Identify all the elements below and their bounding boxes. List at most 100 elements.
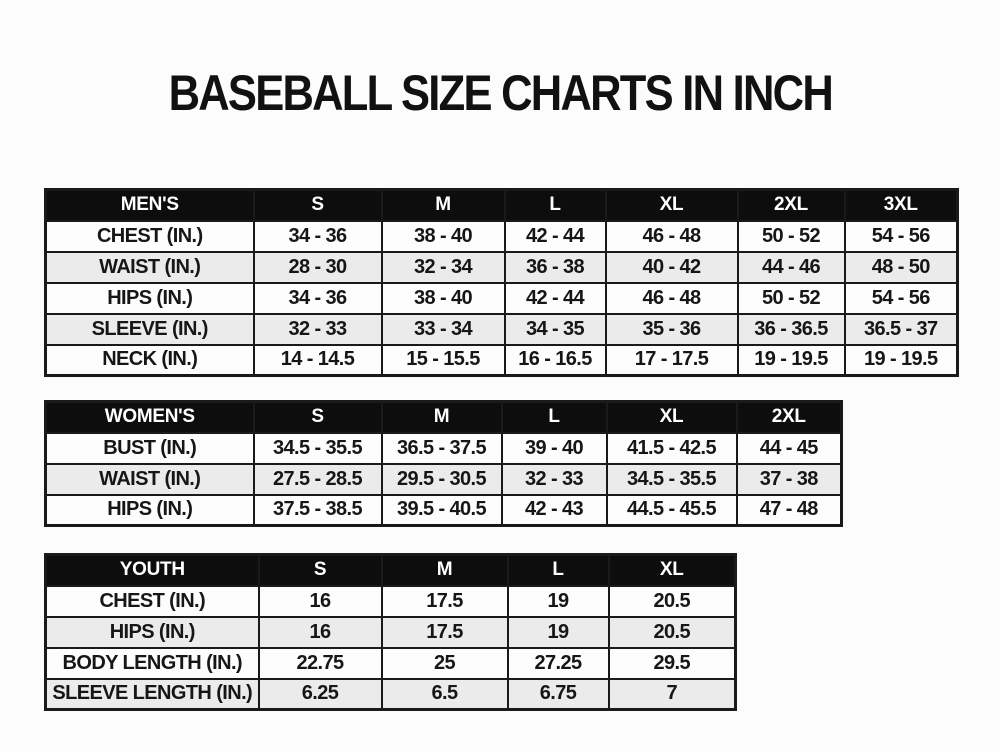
size-value-cell: 36 - 36.5 [736,312,846,346]
size-value-cell: 33 - 34 [380,312,506,346]
measurement-label-cell: CHEST (IN.) [44,584,260,618]
size-value-cell: 27.5 - 28.5 [252,462,383,496]
size-value-cell: 6.75 [506,677,610,711]
size-value-cell: 42 - 44 [503,219,607,253]
size-value-cell: 36.5 - 37.5 [380,431,503,465]
page-title-text: BASEBALL SIZE CHARTS IN INCH [168,65,833,121]
size-value-cell: 42 - 44 [503,281,607,315]
size-value-cell: 50 - 52 [736,281,846,315]
size-value-cell: 6.25 [257,677,383,711]
mens-size-header-l: L [503,188,607,222]
mens-measurement-row: WAIST (IN.) 28 - 30 32 - 34 36 - 38 40 - 42 4… [44,250,959,284]
mens-size-header-s: S [252,188,383,222]
mens-size-header-2xl: 2XL [736,188,846,222]
size-value-cell: 39.5 - 40.5 [380,493,503,527]
size-value-cell: 28 - 30 [252,250,383,284]
womens-measurement-row: HIPS (IN.) 37.5 - 38.5 39.5 - 40.5 42 - 43 4… [44,493,843,527]
size-value-cell: 34 - 35 [503,312,607,346]
size-value-cell: 46 - 48 [604,219,739,253]
size-value-cell: 20.5 [607,584,737,618]
size-value-cell: 54 - 56 [843,219,959,253]
size-value-cell: 14 - 14.5 [252,343,383,377]
mens-measurement-row: NECK (IN.) 14 - 14.5 15 - 15.5 16 - 16.5 17 … [44,343,959,377]
size-value-cell: 19 [506,584,610,618]
page-title: BASEBALL SIZE CHARTS IN INCH [0,62,1000,125]
mens-size-header-3xl: 3XL [843,188,959,222]
measurement-label-cell: HIPS (IN.) [44,493,255,527]
size-value-cell: 41.5 - 42.5 [605,431,738,465]
size-value-cell: 22.75 [257,646,383,680]
size-value-cell: 44 - 45 [735,431,843,465]
youth-size-header-l: L [506,553,610,587]
youth-size-header-m: M [380,553,509,587]
womens-size-header-xl: XL [605,400,738,434]
youth-header-row: YOUTH S M L XL [44,553,737,587]
womens-size-header-2xl: 2XL [735,400,843,434]
mens-size-header-m: M [380,188,506,222]
youth-measurement-row: SLEEVE LENGTH (IN.) 6.25 6.5 6.75 7 [44,677,737,711]
mens-header-row: MEN'S S M L XL 2XL 3XL [44,188,959,222]
size-value-cell: 15 - 15.5 [380,343,506,377]
size-value-cell: 47 - 48 [735,493,843,527]
size-value-cell: 27.25 [506,646,610,680]
youth-measurement-row: BODY LENGTH (IN.) 22.75 25 27.25 29.5 [44,646,737,680]
size-value-cell: 38 - 40 [380,219,506,253]
size-value-cell: 19 - 19.5 [736,343,846,377]
size-value-cell: 29.5 [607,646,737,680]
mens-measurement-row: CHEST (IN.) 34 - 36 38 - 40 42 - 44 46 - 48 5… [44,219,959,253]
womens-size-header-l: L [500,400,608,434]
measurement-label-cell: SLEEVE (IN.) [44,312,255,346]
size-value-cell: 37.5 - 38.5 [252,493,383,527]
size-value-cell: 34 - 36 [252,281,383,315]
size-value-cell: 42 - 43 [500,493,608,527]
size-value-cell: 50 - 52 [736,219,846,253]
size-value-cell: 46 - 48 [604,281,739,315]
youth-size-header-s: S [257,553,383,587]
size-value-cell: 17 - 17.5 [604,343,739,377]
measurement-label-cell: CHEST (IN.) [44,219,255,253]
youth-measurement-row: HIPS (IN.) 16 17.5 19 20.5 [44,615,737,649]
size-value-cell: 35 - 36 [604,312,739,346]
size-value-cell: 36.5 - 37 [843,312,959,346]
measurement-label-cell: HIPS (IN.) [44,281,255,315]
size-value-cell: 32 - 34 [380,250,506,284]
size-value-cell: 36 - 38 [503,250,607,284]
mens-size-header-xl: XL [604,188,739,222]
size-value-cell: 19 [506,615,610,649]
size-value-cell: 38 - 40 [380,281,506,315]
youth-measurement-row: CHEST (IN.) 16 17.5 19 20.5 [44,584,737,618]
womens-measurement-row: BUST (IN.) 34.5 - 35.5 36.5 - 37.5 39 - 40 4… [44,431,843,465]
size-value-cell: 40 - 42 [604,250,739,284]
size-value-cell: 54 - 56 [843,281,959,315]
youth-size-header-xl: XL [607,553,737,587]
size-value-cell: 34 - 36 [252,219,383,253]
size-value-cell: 7 [607,677,737,711]
size-value-cell: 39 - 40 [500,431,608,465]
mens-measurement-row: HIPS (IN.) 34 - 36 38 - 40 42 - 44 46 - 48 50… [44,281,959,315]
size-value-cell: 16 [257,584,383,618]
measurement-label-cell: HIPS (IN.) [44,615,260,649]
measurement-label-cell: BUST (IN.) [44,431,255,465]
mens-size-table: MEN'S S M L XL 2XL 3XL CHEST (IN.) 34 - 36 38 - 4… [44,188,959,377]
size-value-cell: 20.5 [607,615,737,649]
measurement-label-cell: WAIST (IN.) [44,250,255,284]
womens-group-label: WOMEN'S [44,400,255,434]
measurement-label-cell: WAIST (IN.) [44,462,255,496]
size-value-cell: 44.5 - 45.5 [605,493,738,527]
size-value-cell: 6.5 [380,677,509,711]
mens-measurement-row: SLEEVE (IN.) 32 - 33 33 - 34 34 - 35 35 - 36… [44,312,959,346]
size-value-cell: 16 - 16.5 [503,343,607,377]
size-value-cell: 16 [257,615,383,649]
size-value-cell: 32 - 33 [252,312,383,346]
size-value-cell: 29.5 - 30.5 [380,462,503,496]
size-value-cell: 48 - 50 [843,250,959,284]
size-value-cell: 19 - 19.5 [843,343,959,377]
measurement-label-cell: BODY LENGTH (IN.) [44,646,260,680]
size-value-cell: 32 - 33 [500,462,608,496]
size-value-cell: 25 [380,646,509,680]
womens-size-header-s: S [252,400,383,434]
youth-size-table: YOUTH S M L XL CHEST (IN.) 16 17.5 19 20.5 HIPS (I… [44,553,737,711]
womens-header-row: WOMEN'S S M L XL 2XL [44,400,843,434]
size-value-cell: 34.5 - 35.5 [252,431,383,465]
